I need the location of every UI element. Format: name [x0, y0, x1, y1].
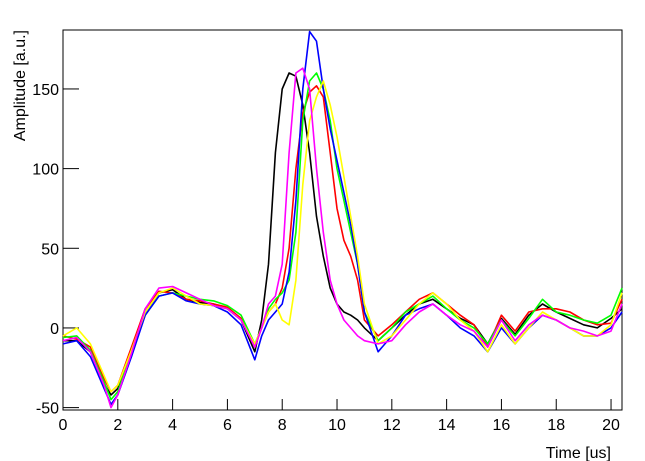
x-tick-label: 12 — [383, 417, 401, 434]
series-line — [62, 30, 623, 406]
y-tick-label: 0 — [50, 321, 59, 338]
series-line — [62, 67, 623, 409]
y-tick-label: -50 — [36, 401, 59, 418]
x-tick-label: 10 — [328, 417, 346, 434]
y-tick-label: 50 — [41, 241, 59, 258]
series-line — [62, 80, 623, 393]
x-tick-label: 20 — [602, 417, 620, 434]
y-tick-label: 100 — [32, 162, 59, 179]
series-line — [62, 85, 623, 393]
x-tick-label: 8 — [278, 417, 287, 434]
x-tick-label: 18 — [547, 417, 565, 434]
x-tick-label: 2 — [113, 417, 122, 434]
frame — [62, 29, 623, 411]
x-tick-label: 14 — [438, 417, 456, 434]
y-axis-title: Amplitude [a.u.] — [12, 30, 29, 141]
x-tick-label: 16 — [493, 417, 511, 434]
x-axis-title: Time [us] — [546, 445, 611, 461]
y-tick-label: 150 — [32, 82, 59, 99]
x-tick-label: 4 — [168, 417, 177, 434]
x-tick-label: 6 — [223, 417, 232, 434]
x-tick-label: 0 — [59, 417, 68, 434]
